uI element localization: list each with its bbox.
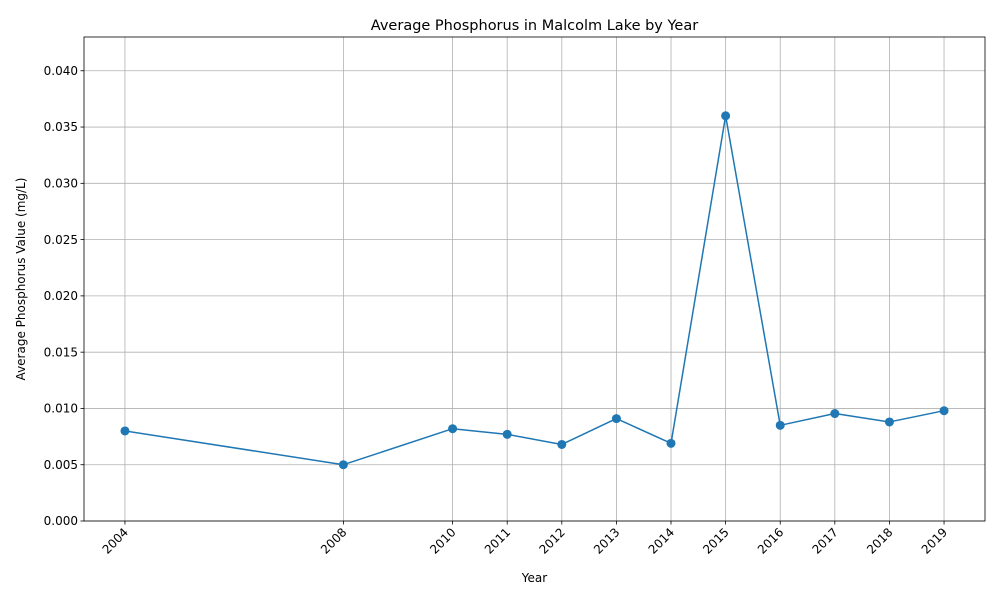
points-layer [120,111,949,470]
y-axis: 0.000 0.005 0.010 0.015 0.020 0.025 0.030 0.035… [44,64,84,528]
x-tick-label: 2014 [646,525,677,556]
x-tick-label: 2019 [919,525,950,556]
x-tick-label: 2017 [809,525,840,556]
data-point [721,111,731,121]
data-point [830,409,840,419]
data-point [884,417,894,427]
data-point [338,460,348,470]
data-point [502,429,512,439]
x-tick-label: 2004 [100,525,131,556]
y-tick-label: 0.025 [44,233,78,247]
grid-layer [84,37,985,522]
y-axis-label: Average Phosphorus Value (mg/L) [14,178,28,381]
y-tick-label: 0.010 [44,402,78,416]
y-tick-label: 0.000 [44,514,78,528]
x-tick-label: 2011 [482,525,513,556]
y-tick-label: 0.020 [44,289,78,303]
series-layer [124,115,945,466]
y-tick-label: 0.040 [44,64,78,78]
y-tick-label: 0.035 [44,120,78,134]
x-tick-label: 2018 [864,525,895,556]
y-tick-label: 0.030 [44,177,78,191]
chart-title: Average Phosphorus in Malcolm Lake by Ye… [371,18,698,34]
data-point [557,439,567,449]
x-tick-label: 2015 [700,525,731,556]
data-point [120,426,130,436]
series-line [124,115,945,466]
data-point [611,414,621,424]
y-tick-label: 0.005 [44,458,78,472]
x-tick-label: 2016 [755,525,786,556]
x-tick-label: 2008 [318,525,349,556]
plot-area [83,36,986,522]
x-axis: 2004 2008 2010 2011 2012 2013 2014 2015 2016 2017… [100,521,950,557]
data-point [448,424,458,434]
data-point [666,438,676,448]
data-point [775,420,785,430]
x-tick-label: 2010 [427,525,458,556]
data-point [939,406,949,416]
x-axis-label: Year [521,571,547,585]
x-tick-label: 2013 [591,525,622,556]
x-tick-label: 2012 [536,525,567,556]
y-tick-label: 0.015 [44,345,78,359]
